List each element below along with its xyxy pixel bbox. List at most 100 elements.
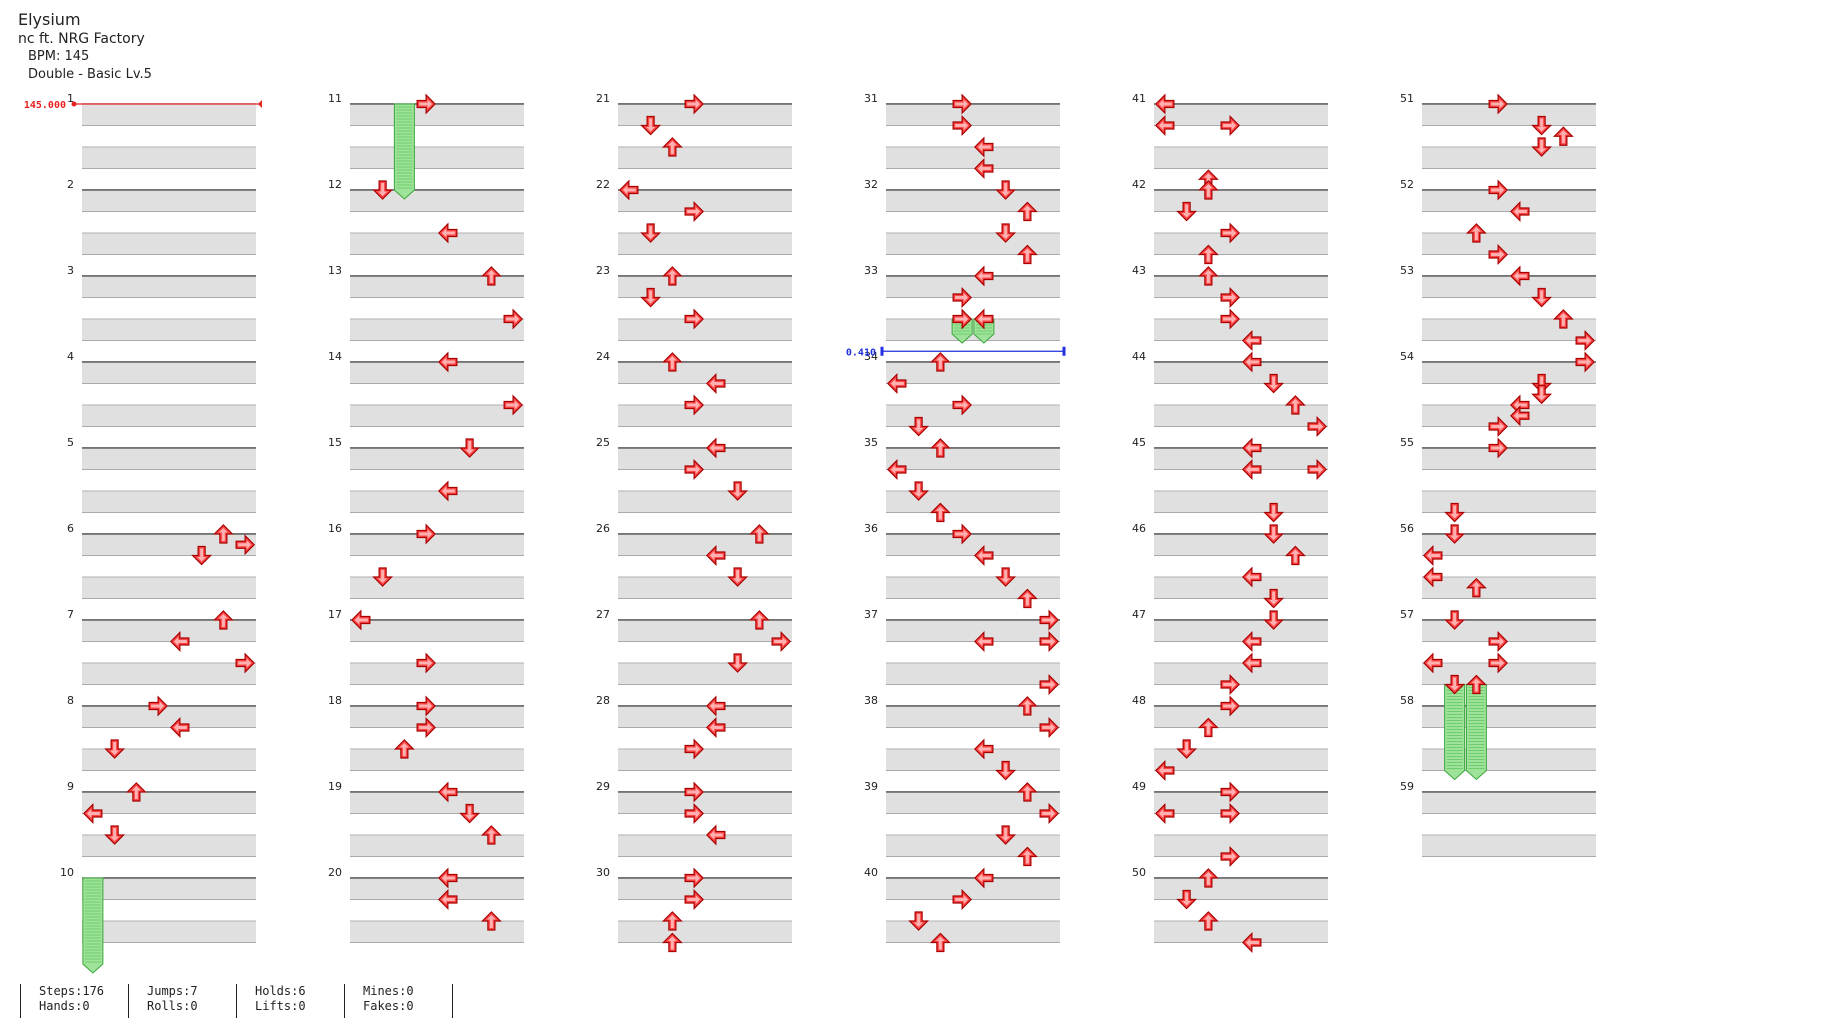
arrow-note-right [1488, 93, 1508, 115]
chart-difficulty: Double - Basic Lv.5 [28, 67, 152, 82]
measure-number: 9 [67, 780, 74, 793]
arrow-note-down [640, 223, 662, 243]
beat-band [350, 534, 524, 556]
arrow-note-up [1197, 266, 1219, 286]
measure-number: 23 [596, 264, 610, 277]
beat-band [618, 921, 792, 943]
arrow-note-up [393, 739, 415, 759]
arrow-note-left [974, 136, 994, 158]
arrow-note-right [1488, 437, 1508, 459]
stat-value: Lifts:0 [255, 999, 306, 1013]
arrow-note-left [1242, 437, 1262, 459]
arrow-note-up [1197, 180, 1219, 200]
arrow-note-up [1197, 868, 1219, 888]
arrow-note-left [1155, 93, 1175, 115]
beat-band [82, 663, 256, 685]
measure-number: 43 [1132, 264, 1146, 277]
stat-value: Holds:6 [255, 984, 306, 998]
measure-number: 11 [328, 92, 342, 105]
stop-label: 0.410 [846, 347, 876, 358]
beat-band [1422, 491, 1596, 513]
arrow-note-down [104, 825, 126, 845]
beat-band [886, 577, 1060, 599]
measure-number: 59 [1400, 780, 1414, 793]
arrow-note-right [1575, 351, 1595, 373]
measure-number: 54 [1400, 350, 1414, 363]
measure-number: 41 [1132, 92, 1146, 105]
beat-band [1422, 663, 1596, 685]
beat-band [886, 319, 1060, 341]
measure-number: 40 [864, 866, 878, 879]
measure-number: 14 [328, 350, 342, 363]
arrow-note-down [727, 653, 749, 673]
arrow-note-left [1242, 652, 1262, 674]
measure-number: 20 [328, 866, 342, 879]
beat-band [618, 233, 792, 255]
arrow-note-right [684, 308, 704, 330]
arrow-note-up [1197, 717, 1219, 738]
beat-band [1422, 233, 1596, 255]
beat-band [82, 749, 256, 771]
beat-band [1154, 534, 1328, 556]
measure-number: 55 [1400, 436, 1414, 449]
arrow-note-up [929, 932, 951, 953]
arrow-note-left [438, 480, 458, 502]
beat-band [82, 362, 256, 384]
arrow-note-right [1488, 244, 1508, 265]
arrow-note-up [1465, 577, 1487, 598]
arrow-note-down [1444, 610, 1466, 630]
beat-band [618, 319, 792, 341]
arrow-note-up [1016, 696, 1038, 716]
measure-number: 31 [864, 92, 878, 105]
arrow-note-down [1263, 610, 1285, 630]
arrow-note-down [1444, 524, 1466, 544]
measure-number: 18 [328, 694, 342, 707]
arrow-note-right [1220, 674, 1240, 695]
song-title: Elysium [18, 10, 81, 29]
arrow-note-up [929, 438, 951, 458]
stat-divider [452, 984, 453, 1018]
measure-number: 24 [596, 350, 610, 363]
arrow-note-down [908, 416, 930, 437]
arrow-note-left [1510, 265, 1530, 287]
measure-number: 4 [67, 350, 74, 363]
arrow-note-left [1510, 201, 1530, 222]
beat-band [350, 792, 524, 814]
arrow-note-right [1220, 781, 1240, 803]
arrow-note-left [1242, 330, 1262, 351]
arrow-note-left [1242, 932, 1262, 953]
arrow-note-up [212, 610, 234, 630]
beat-band [618, 792, 792, 814]
beat-band [618, 491, 792, 513]
beat-band [82, 534, 256, 556]
measure-number: 6 [67, 522, 74, 535]
beat-band [1422, 749, 1596, 771]
beat-band [1422, 104, 1596, 126]
beat-band [350, 319, 524, 341]
beat-band [886, 405, 1060, 427]
chart-column [886, 103, 1060, 943]
arrow-note-right [1488, 416, 1508, 437]
measure-number: 58 [1400, 694, 1414, 707]
arrow-note-down [1531, 137, 1553, 157]
arrow-note-right [684, 738, 704, 760]
chart-column [1154, 103, 1328, 943]
beat-band [350, 706, 524, 728]
arrow-note-right [684, 781, 704, 803]
song-bpm: BPM: 145 [28, 49, 90, 64]
arrow-note-up [1552, 309, 1574, 329]
arrow-note-right [416, 652, 436, 674]
arrow-note-up [1465, 223, 1487, 243]
arrow-note-left [1423, 566, 1443, 588]
arrow-note-left [1155, 760, 1175, 781]
measure-number: 22 [596, 178, 610, 191]
beat-band [886, 749, 1060, 771]
beat-band [350, 663, 524, 685]
arrow-note-right [1039, 609, 1059, 631]
arrow-note-up [661, 137, 683, 157]
beat-band [886, 878, 1060, 900]
arrow-note-up [480, 266, 502, 286]
arrow-note-down [727, 567, 749, 587]
arrow-note-right [952, 523, 972, 545]
arrow-note-left [706, 373, 726, 394]
